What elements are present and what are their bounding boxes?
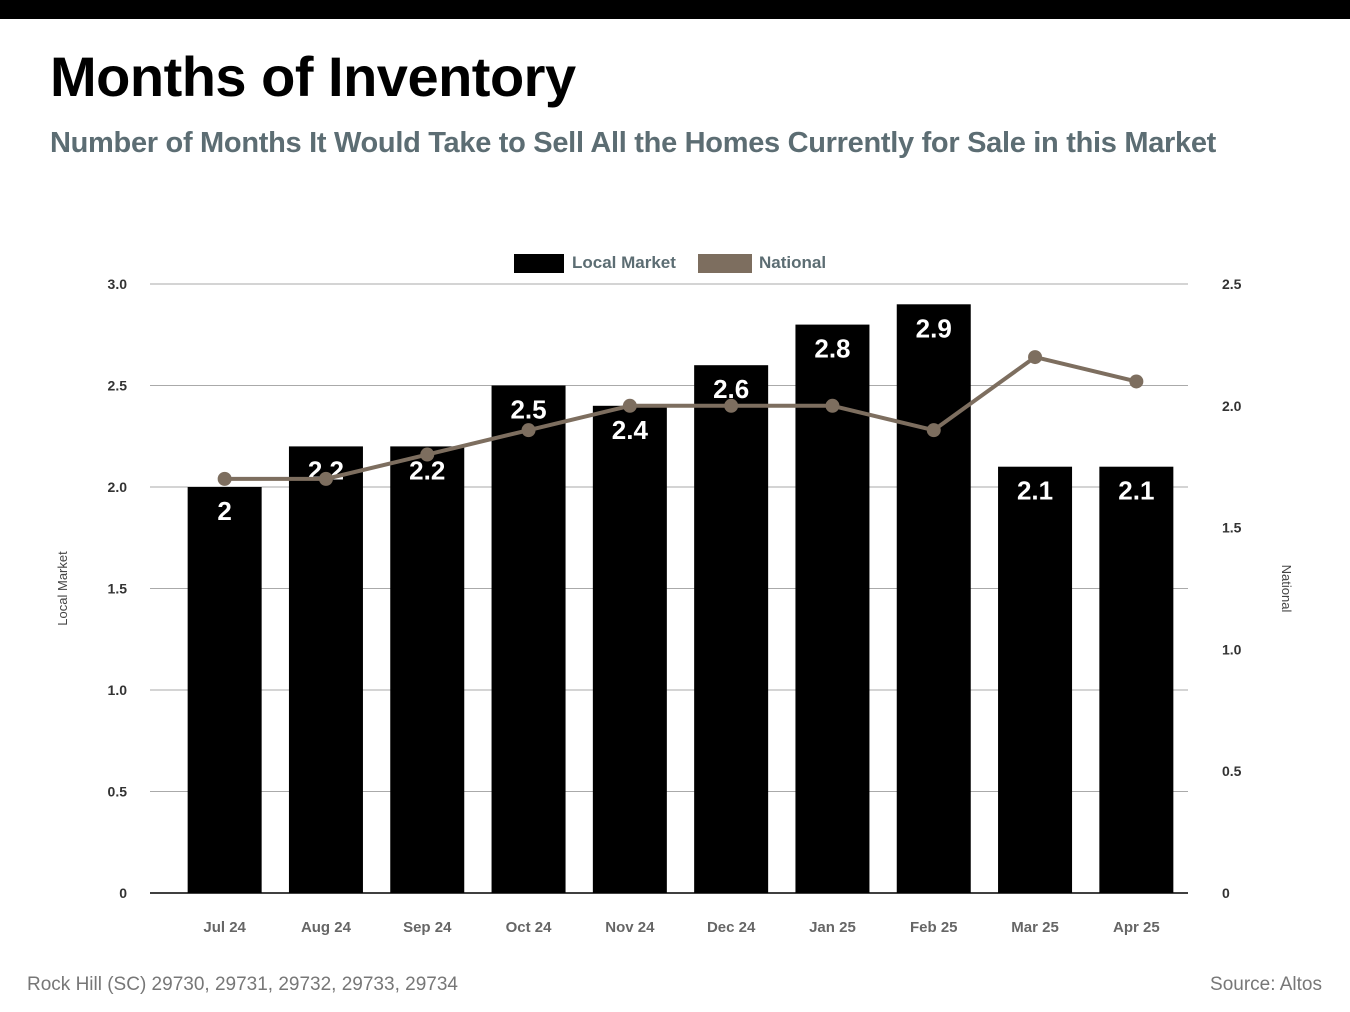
- bar-local-market[interactable]: [390, 446, 465, 893]
- x-tick-label: Apr 25: [1113, 919, 1160, 936]
- y-left-tick-label: 1.0: [108, 682, 128, 698]
- x-tick-label: Jul 24: [203, 919, 246, 936]
- top-bar: [0, 0, 1350, 19]
- source-note: Source: Altos: [1210, 974, 1322, 995]
- national-point[interactable]: [622, 398, 637, 413]
- y-left-axis-title: Local Market: [55, 551, 70, 626]
- axes: 0 0.5 1.0 1.5 2.0 2.5 3.0 0 0.5 1.0 1.5 2.0 2.5 Local…: [55, 276, 1294, 936]
- legend-label-local-market[interactable]: Local Market: [572, 253, 676, 272]
- y-right-tick-label: 2.5: [1222, 276, 1242, 292]
- x-tick-label: Mar 25: [1011, 919, 1059, 936]
- bar-local-market[interactable]: [491, 385, 566, 894]
- legend-swatch-local-market: [514, 254, 564, 273]
- bar-local-market[interactable]: [896, 304, 971, 893]
- legend-label-national[interactable]: National: [759, 253, 826, 272]
- national-point[interactable]: [825, 398, 840, 413]
- y-left-tick-label: 2.5: [108, 378, 128, 394]
- bar-value-label: 2: [217, 496, 231, 526]
- y-left-tick-label: 0: [119, 885, 127, 901]
- national-line: [217, 350, 1144, 486]
- national-point[interactable]: [724, 398, 739, 413]
- legend-swatch-national: [698, 254, 752, 273]
- location-note: Rock Hill (SC) 29730, 29731, 29732, 2973…: [27, 974, 458, 995]
- x-tick-label: Jan 25: [809, 919, 856, 936]
- bar-value-label: 2.8: [814, 334, 850, 364]
- bar-local-market[interactable]: [288, 446, 363, 893]
- bar-value-label: 2.1: [1118, 476, 1154, 506]
- bar-value-label: 2.1: [1017, 476, 1053, 506]
- y-left-tick-label: 2.0: [108, 479, 128, 495]
- bars: [187, 304, 1174, 894]
- x-tick-label: Feb 25: [910, 919, 958, 936]
- y-right-axis-title: National: [1279, 565, 1294, 613]
- national-point[interactable]: [1028, 350, 1043, 365]
- y-right-tick-label: 1.0: [1222, 641, 1242, 657]
- legend[interactable]: Local Market National: [514, 253, 826, 273]
- page-title: Months of Inventory: [50, 45, 576, 108]
- x-tick-label: Dec 24: [707, 919, 756, 936]
- bar-value-label: 2.4: [612, 415, 649, 445]
- bar-value-label: 2.5: [510, 395, 546, 425]
- national-point[interactable]: [1129, 374, 1144, 389]
- y-right-tick-label: 0: [1222, 885, 1230, 901]
- national-point[interactable]: [521, 423, 536, 438]
- x-tick-label: Oct 24: [506, 919, 553, 936]
- page-subtitle: Number of Months It Would Take to Sell A…: [50, 127, 1217, 159]
- bar-local-market[interactable]: [187, 487, 262, 893]
- x-tick-label: Aug 24: [301, 919, 352, 936]
- x-tick-label: Nov 24: [605, 919, 655, 936]
- national-point[interactable]: [217, 471, 232, 486]
- national-point[interactable]: [926, 423, 941, 438]
- y-left-tick-label: 0.5: [108, 784, 128, 800]
- y-right-tick-label: 0.5: [1222, 763, 1242, 779]
- bar-local-market[interactable]: [1099, 466, 1174, 893]
- y-left-tick-label: 1.5: [108, 581, 128, 597]
- national-series-line: [224, 355, 1137, 481]
- y-right-tick-label: 2.0: [1222, 398, 1242, 414]
- bar-value-label: 2.9: [916, 313, 952, 343]
- y-left-tick-label: 3.0: [108, 276, 128, 292]
- bar-local-market[interactable]: [795, 324, 870, 894]
- national-point[interactable]: [318, 471, 333, 486]
- y-right-tick-label: 1.5: [1222, 520, 1242, 536]
- bar-local-market[interactable]: [694, 365, 769, 893]
- x-tick-label: Sep 24: [403, 919, 452, 936]
- national-point[interactable]: [420, 447, 435, 462]
- bar-local-market[interactable]: [998, 466, 1073, 893]
- bar-local-market[interactable]: [592, 405, 667, 893]
- bar-value-labels: 22.2 2.22.52.42.62.82.92.1 2.1: [217, 313, 1154, 526]
